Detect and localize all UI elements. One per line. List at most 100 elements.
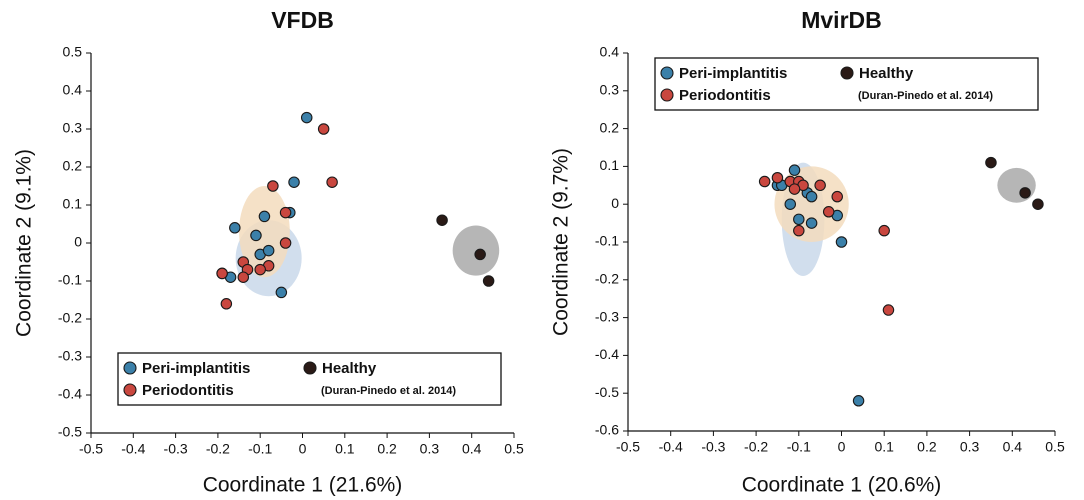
point: [852, 395, 865, 407]
point: [835, 236, 848, 248]
legend-label: Healthy: [859, 65, 914, 82]
x-tick-label: 0.5: [504, 441, 524, 457]
y-tick-label: 0.2: [600, 119, 620, 135]
point: [814, 179, 826, 192]
point: [254, 263, 266, 276]
y-tick-label: -0.2: [58, 310, 82, 326]
panel: VFDB Coordinate 1 (21.6%) Coordinate 2 (9.…: [13, 7, 524, 496]
y-tick-label: -0.1: [58, 272, 82, 288]
y-tick-label: -0.2: [595, 271, 619, 287]
point: [229, 222, 241, 234]
x-axis-label: Coordinate 1 (20.6%): [742, 474, 942, 497]
y-tick-label: -0.1: [595, 233, 619, 249]
y-tick-label: -0.5: [595, 384, 619, 400]
x-tick-label: 0.5: [1045, 439, 1065, 455]
legend-marker: [660, 88, 674, 102]
x-tick-label: -0.3: [701, 439, 725, 455]
point: [805, 217, 818, 229]
y-tick-label: -0.3: [595, 308, 619, 324]
y-tick-label: 0.4: [600, 44, 620, 60]
x-tick-label: 0.4: [1003, 439, 1023, 455]
x-tick-label: -0.1: [248, 441, 272, 457]
point: [288, 176, 300, 188]
point: [258, 210, 271, 223]
point: [882, 304, 895, 316]
chart-title: VFDB: [271, 7, 334, 33]
legend-note: (Duran-Pinedo et al. 2014): [321, 385, 456, 397]
x-tick-label: -0.4: [659, 439, 683, 455]
point: [267, 180, 279, 192]
legend-label: Periodontitis: [142, 382, 234, 399]
y-tick-label: 0: [611, 195, 619, 211]
point: [275, 286, 288, 299]
y-tick-label: 0.1: [63, 196, 83, 212]
panel: MvirDB Coordinate 1 (20.6%) Coordinate 2 (…: [550, 7, 1065, 496]
point: [279, 237, 292, 249]
legend-label: Peri-implantitis: [679, 65, 787, 82]
y-tick-label: 0.1: [600, 157, 620, 173]
x-tick-label: 0.1: [335, 441, 355, 457]
x-tick-label: 0.1: [874, 439, 894, 455]
point: [237, 271, 250, 283]
x-tick-label: 0.2: [377, 441, 397, 457]
x-tick-label: 0.4: [462, 441, 482, 457]
point: [220, 298, 233, 310]
y-tick-label: -0.5: [58, 424, 82, 440]
y-axis-label: Coordinate 2 (9.7%): [550, 148, 573, 336]
point: [1019, 187, 1031, 199]
x-tick-label: -0.2: [744, 439, 768, 455]
point: [300, 111, 313, 124]
point: [788, 164, 801, 176]
point: [771, 171, 784, 184]
point: [784, 198, 797, 210]
legend-marker: [123, 361, 137, 375]
point: [878, 224, 890, 237]
point: [758, 175, 771, 188]
legend-marker: [303, 361, 317, 375]
point: [805, 190, 818, 203]
confidence-ellipse: [239, 186, 290, 278]
x-tick-label: -0.1: [787, 439, 811, 455]
point: [317, 123, 330, 135]
y-tick-label: -0.6: [595, 422, 619, 438]
legend-note: (Duran-Pinedo et al. 2014): [858, 90, 993, 102]
point: [788, 183, 801, 195]
legend-marker: [660, 66, 674, 80]
x-tick-label: 0: [299, 441, 307, 457]
x-axis-label: Coordinate 1 (21.6%): [203, 474, 403, 497]
point: [822, 206, 835, 218]
y-tick-label: 0.3: [63, 120, 83, 136]
x-tick-label: 0.3: [960, 439, 980, 455]
point: [436, 214, 448, 226]
x-tick-label: -0.4: [121, 441, 145, 457]
point: [793, 224, 805, 237]
x-tick-label: -0.3: [164, 441, 188, 457]
y-axis-label: Coordinate 2 (9.1%): [13, 149, 36, 337]
point: [262, 244, 275, 257]
legend-marker: [840, 66, 854, 80]
legend-marker: [123, 383, 137, 397]
legend-label: Healthy: [322, 360, 377, 377]
y-tick-label: 0.4: [63, 82, 83, 98]
point: [482, 275, 495, 287]
point: [250, 229, 262, 242]
point: [793, 213, 805, 226]
x-tick-label: -0.2: [206, 441, 230, 457]
legend-label: Periodontitis: [679, 87, 771, 104]
y-tick-label: -0.4: [58, 386, 82, 402]
x-tick-label: -0.5: [616, 439, 640, 455]
x-tick-label: -0.5: [79, 441, 103, 457]
y-tick-label: 0.3: [600, 82, 620, 98]
x-tick-label: 0.2: [917, 439, 937, 455]
point: [216, 267, 228, 280]
point: [279, 206, 292, 219]
legend-label: Peri-implantitis: [142, 360, 250, 377]
point: [985, 156, 997, 169]
chart-title: MvirDB: [801, 7, 882, 33]
y-tick-label: 0: [74, 234, 82, 250]
y-tick-label: 0.2: [63, 158, 83, 174]
confidence-ellipse: [997, 167, 1036, 203]
y-tick-label: 0.5: [63, 44, 83, 60]
y-tick-label: -0.4: [595, 346, 619, 362]
